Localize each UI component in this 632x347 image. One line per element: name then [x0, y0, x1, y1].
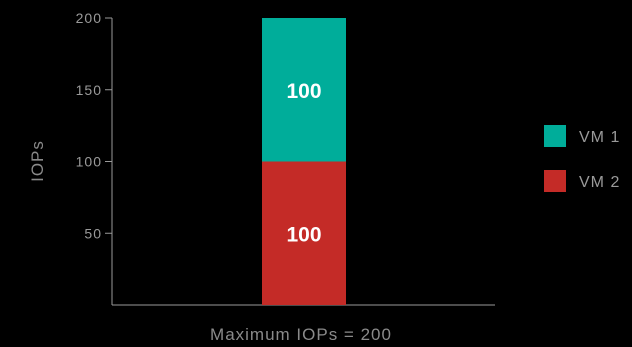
- y-tick-label: 100: [76, 154, 102, 170]
- bar-data-label: 100: [286, 80, 321, 103]
- y-tick-label: 150: [76, 82, 102, 98]
- bar-labels: 100 100: [286, 80, 321, 247]
- x-axis-title: Maximum IOPs = 200: [210, 325, 392, 344]
- y-tick-label: 50: [84, 225, 102, 241]
- legend-label: VM 2: [579, 174, 620, 191]
- bar-data-label: 100: [286, 223, 321, 246]
- bar-segment-vm-2: [262, 161, 346, 305]
- legend-swatch: [544, 170, 566, 192]
- y-axis-title: IOPs: [28, 140, 47, 182]
- bar-segment-vm-1: [262, 18, 346, 162]
- legend: VM 1 VM 2: [544, 125, 620, 192]
- y-tick-label: 200: [76, 10, 102, 26]
- legend-label: VM 1: [579, 129, 620, 146]
- y-ticks: 50 100 150 200: [76, 10, 112, 241]
- bars: [262, 18, 346, 305]
- legend-swatch: [544, 125, 566, 147]
